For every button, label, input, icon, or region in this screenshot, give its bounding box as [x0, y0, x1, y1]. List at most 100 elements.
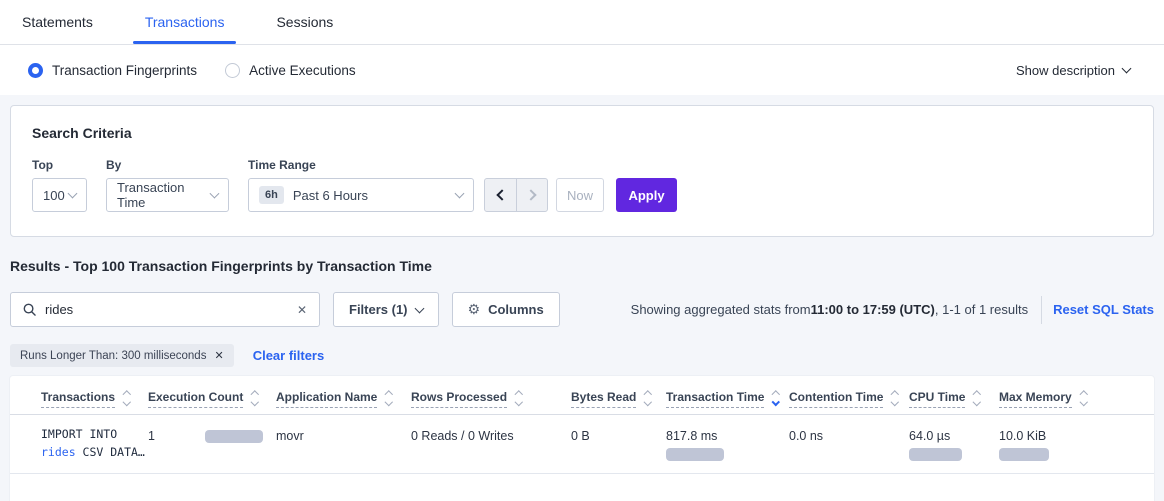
- show-description-toggle[interactable]: Show description: [1016, 62, 1132, 78]
- sort-icon-active-desc[interactable]: [772, 390, 781, 406]
- page-tabs: Statements Transactions Sessions: [0, 0, 1164, 45]
- table-row[interactable]: IMPORT INTO rides CSV DATA… 1 movr 0 Rea…: [10, 414, 1154, 475]
- column-header-label: Contention Time: [789, 390, 884, 408]
- column-header-label: Max Memory: [999, 390, 1072, 408]
- stats-suffix: , 1-1 of 1 results: [934, 302, 1029, 317]
- results-heading: Results - Top 100 Transaction Fingerprin…: [10, 258, 432, 274]
- clear-filters-link[interactable]: Clear filters: [252, 348, 325, 363]
- cpu-time-bar: [909, 448, 962, 462]
- cell-transaction-fingerprint[interactable]: IMPORT INTO rides CSV DATA…: [10, 414, 148, 475]
- sql-text: CSV DATA…: [75, 445, 145, 460]
- cell-max-memory: 10.0 KiB: [999, 414, 1154, 475]
- sort-icon[interactable]: [1079, 390, 1088, 406]
- next-time-window-button[interactable]: [516, 179, 547, 211]
- column-header-cpu-time[interactable]: CPU Time: [909, 376, 999, 416]
- cell-rows-processed: 0 Reads / 0 Writes: [411, 414, 571, 475]
- clear-search-icon[interactable]: ✕: [296, 302, 307, 317]
- cpu-time-value: 64.0 µs: [909, 429, 951, 444]
- radio-label: Transaction Fingerprints: [52, 62, 198, 78]
- column-header-transaction-time[interactable]: Transaction Time: [666, 376, 789, 416]
- column-header-label: Execution Count: [148, 390, 244, 408]
- chevron-right-icon: [524, 189, 537, 201]
- column-header-execution-count[interactable]: Execution Count: [148, 376, 276, 416]
- chevron-down-icon: [1121, 63, 1132, 74]
- search-criteria-title: Search Criteria: [32, 125, 132, 141]
- column-header-label: Transaction Time: [666, 390, 765, 408]
- cell-execution-count: 1: [148, 414, 276, 475]
- filters-button-label: Filters (1): [349, 302, 408, 317]
- sort-icon[interactable]: [973, 390, 982, 406]
- sql-line: IMPORT INTO: [41, 427, 118, 442]
- search-criteria-panel: Search Criteria Top 100 By Transaction T…: [10, 105, 1154, 237]
- top-select-value: 100: [43, 187, 65, 203]
- column-header-contention-time[interactable]: Contention Time: [789, 376, 909, 416]
- cell-contention-time: 0.0 ns: [789, 414, 909, 475]
- cell-bytes-read: 0 B: [571, 414, 666, 475]
- cell-cpu-time: 64.0 µs: [909, 414, 999, 475]
- transaction-time-bar: [666, 448, 724, 462]
- sql-statement: IMPORT INTO rides CSV DATA…: [41, 425, 148, 461]
- view-mode-row: Transaction Fingerprints Active Executio…: [0, 45, 1164, 95]
- filters-button[interactable]: Filters (1): [333, 292, 439, 327]
- previous-time-window-button[interactable]: [485, 179, 516, 211]
- cell-application-name: movr: [276, 414, 411, 475]
- columns-button[interactable]: ⚙ Columns: [451, 292, 560, 327]
- filter-chip[interactable]: Runs Longer Than: 300 milliseconds ✕: [10, 344, 234, 367]
- sort-icon[interactable]: [385, 390, 393, 406]
- execution-count-bar: [204, 429, 263, 443]
- radio-selected-icon: [28, 62, 43, 78]
- transactions-table: Transactions Execution Count Application…: [10, 376, 1154, 475]
- column-header-label: Rows Processed: [411, 390, 508, 408]
- by-select-value: Transaction Time: [117, 180, 185, 210]
- time-range-select[interactable]: 6h Past 6 Hours: [248, 178, 474, 212]
- column-header-label: Bytes Read: [571, 390, 637, 408]
- filter-chip-label: Runs Longer Than: 300 milliseconds: [20, 349, 207, 362]
- column-header-max-memory[interactable]: Max Memory: [999, 376, 1154, 416]
- table-header-row: Transactions Execution Count Application…: [10, 376, 1154, 416]
- sql-line: rides CSV DATA…: [41, 443, 148, 461]
- top-label: Top: [32, 158, 54, 172]
- column-header-bytes-read[interactable]: Bytes Read: [571, 376, 666, 416]
- show-description-label: Show description: [1016, 62, 1115, 78]
- search-icon: [23, 303, 36, 316]
- results-toolbar: ✕ Filters (1) ⚙ Columns Showing aggregat…: [10, 292, 1154, 327]
- sort-icon[interactable]: [644, 390, 653, 406]
- column-header-transactions[interactable]: Transactions: [10, 376, 148, 416]
- top-select[interactable]: 100: [32, 178, 87, 212]
- tab-statements[interactable]: Statements: [22, 14, 93, 30]
- by-select[interactable]: Transaction Time: [106, 178, 229, 212]
- sort-icon[interactable]: [891, 390, 900, 406]
- sort-icon[interactable]: [251, 390, 259, 406]
- column-header-application-name[interactable]: Application Name: [276, 376, 411, 416]
- max-memory-value: 10.0 KiB: [999, 429, 1047, 444]
- gear-icon: ⚙: [467, 301, 481, 317]
- tab-sessions[interactable]: Sessions: [276, 14, 334, 30]
- chevron-left-icon: [496, 189, 508, 201]
- remove-filter-icon[interactable]: ✕: [214, 350, 224, 362]
- divider: [1041, 295, 1043, 324]
- radio-transaction-fingerprints[interactable]: Transaction Fingerprints: [28, 62, 198, 78]
- search-input[interactable]: [45, 302, 288, 317]
- time-window-arrows: [484, 178, 548, 212]
- aggregated-stats-text: Showing aggregated stats from 11:00 to 1…: [631, 302, 1028, 317]
- active-filters-row: Runs Longer Than: 300 milliseconds ✕ Cle…: [10, 344, 1154, 367]
- top-field: Top 100: [32, 158, 87, 212]
- execution-count-value: 1: [148, 429, 155, 444]
- time-range-value: Past 6 Hours: [292, 187, 368, 203]
- apply-button[interactable]: Apply: [616, 178, 677, 212]
- tab-transactions[interactable]: Transactions: [132, 0, 237, 44]
- by-label: By: [106, 158, 122, 172]
- time-range-label: Time Range: [248, 158, 316, 172]
- column-header-label: CPU Time: [909, 390, 966, 408]
- sort-icon[interactable]: [514, 390, 523, 406]
- radio-label: Active Executions: [249, 62, 356, 78]
- reset-sql-stats-link[interactable]: Reset SQL Stats: [1053, 302, 1154, 317]
- table-name-link[interactable]: rides: [41, 445, 76, 460]
- columns-button-label: Columns: [488, 302, 544, 317]
- radio-active-executions[interactable]: Active Executions: [225, 62, 356, 78]
- search-box[interactable]: ✕: [10, 292, 320, 327]
- column-header-rows-processed[interactable]: Rows Processed: [411, 376, 571, 416]
- sort-icon[interactable]: [122, 390, 131, 406]
- now-button[interactable]: Now: [556, 178, 604, 212]
- column-header-label: Transactions: [41, 390, 116, 408]
